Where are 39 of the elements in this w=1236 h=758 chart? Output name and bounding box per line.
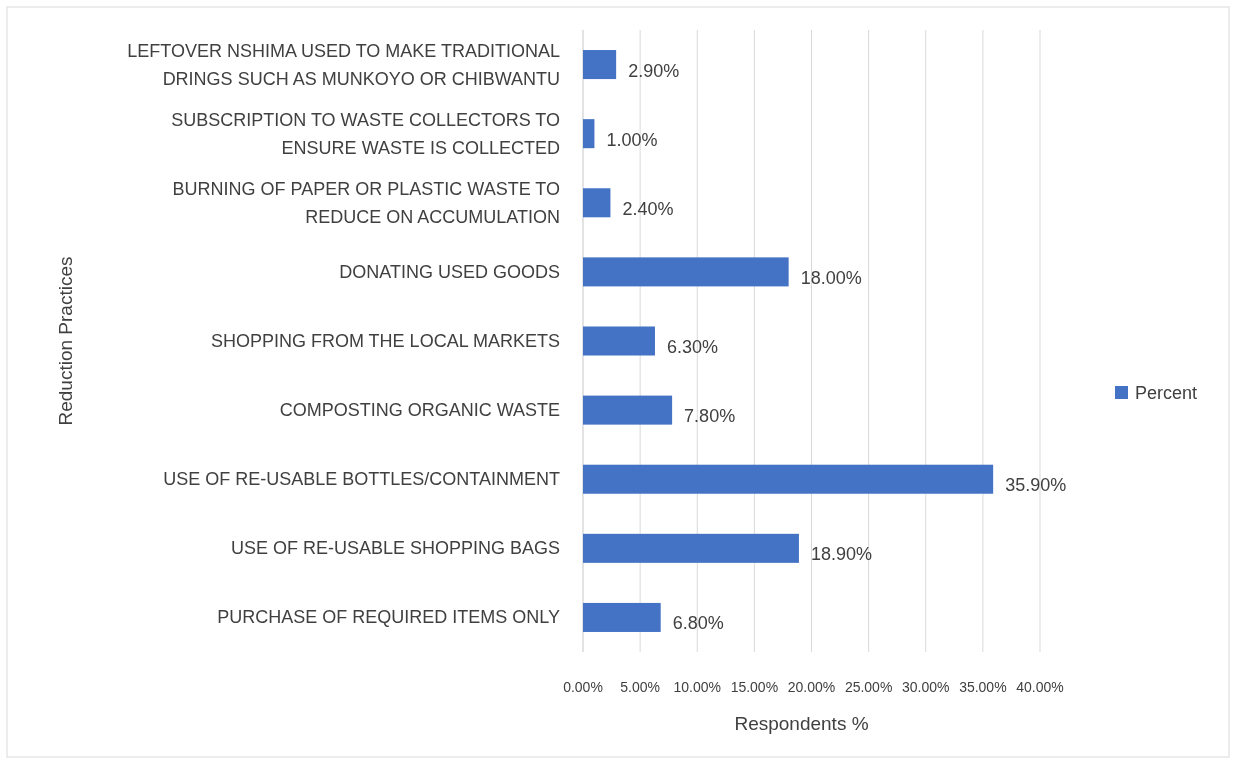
data-label: 2.40% <box>622 198 674 219</box>
y-tick-label: USE OF RE-USABLE BOTTLES/CONTAINMENT <box>163 469 560 490</box>
x-tick-label: 0.00% <box>563 679 603 695</box>
data-label: 18.90% <box>810 544 872 565</box>
y-tick-label: PURCHASE OF REQUIRED ITEMS ONLY <box>217 607 560 628</box>
y-tick-label: SHOPPING FROM THE LOCAL MARKETS <box>210 331 560 351</box>
data-label: 6.30% <box>666 337 719 357</box>
bar <box>583 395 673 425</box>
bar <box>583 326 655 356</box>
data-label: 2.90% <box>628 60 680 81</box>
y-tick-label: COMPOSTING ORGANIC WASTE <box>279 400 560 421</box>
y-tick-label: BURNING OF PAPER OR PLASTIC WASTE TO REDUCE ON ACCUMULATION <box>172 178 560 227</box>
data-label: 1.00% <box>606 129 658 150</box>
y-tick-label: SUBSCRIPTION TO WASTE COLLECTORS TO ENSURE WASTE IS COLLECTED <box>171 109 560 158</box>
y-axis-title: Reduction Practices <box>55 256 76 426</box>
bar <box>583 533 799 563</box>
x-axis-title: Respondents % <box>734 713 869 734</box>
data-label: 18.00% <box>800 267 862 288</box>
data-label: 35.90% <box>1005 475 1067 496</box>
legend-label: Percent <box>1135 383 1198 403</box>
bar <box>583 602 661 632</box>
y-tick-label: USE OF RE-USABLE SHOPPING BAGS <box>230 538 560 559</box>
x-tick-label: 25.00% <box>844 679 893 695</box>
y-tick-label: LEFTOVER NSHIMA USED TO MAKE TRADITIONAL DRINGS SUCH AS MUNKOYO OR CHIBWANTU <box>127 40 560 89</box>
x-tick-label: 10.00% <box>673 679 721 695</box>
x-tick-label: 35.00% <box>959 679 1007 695</box>
y-tick-label: DONATING USED GOODS <box>339 261 560 282</box>
data-label: 6.80% <box>672 613 724 634</box>
bar <box>583 119 595 149</box>
x-tick-label: 40.00% <box>1016 679 1064 695</box>
bar <box>583 464 994 494</box>
x-tick-label: 5.00% <box>620 679 660 695</box>
x-tick-label: 20.00% <box>787 679 836 695</box>
bar <box>583 188 611 218</box>
x-tick-label: 30.00% <box>902 679 950 695</box>
bar <box>583 50 617 80</box>
x-tick-label: 15.00% <box>730 679 779 695</box>
bar <box>583 257 789 287</box>
data-label: 7.80% <box>684 406 736 427</box>
